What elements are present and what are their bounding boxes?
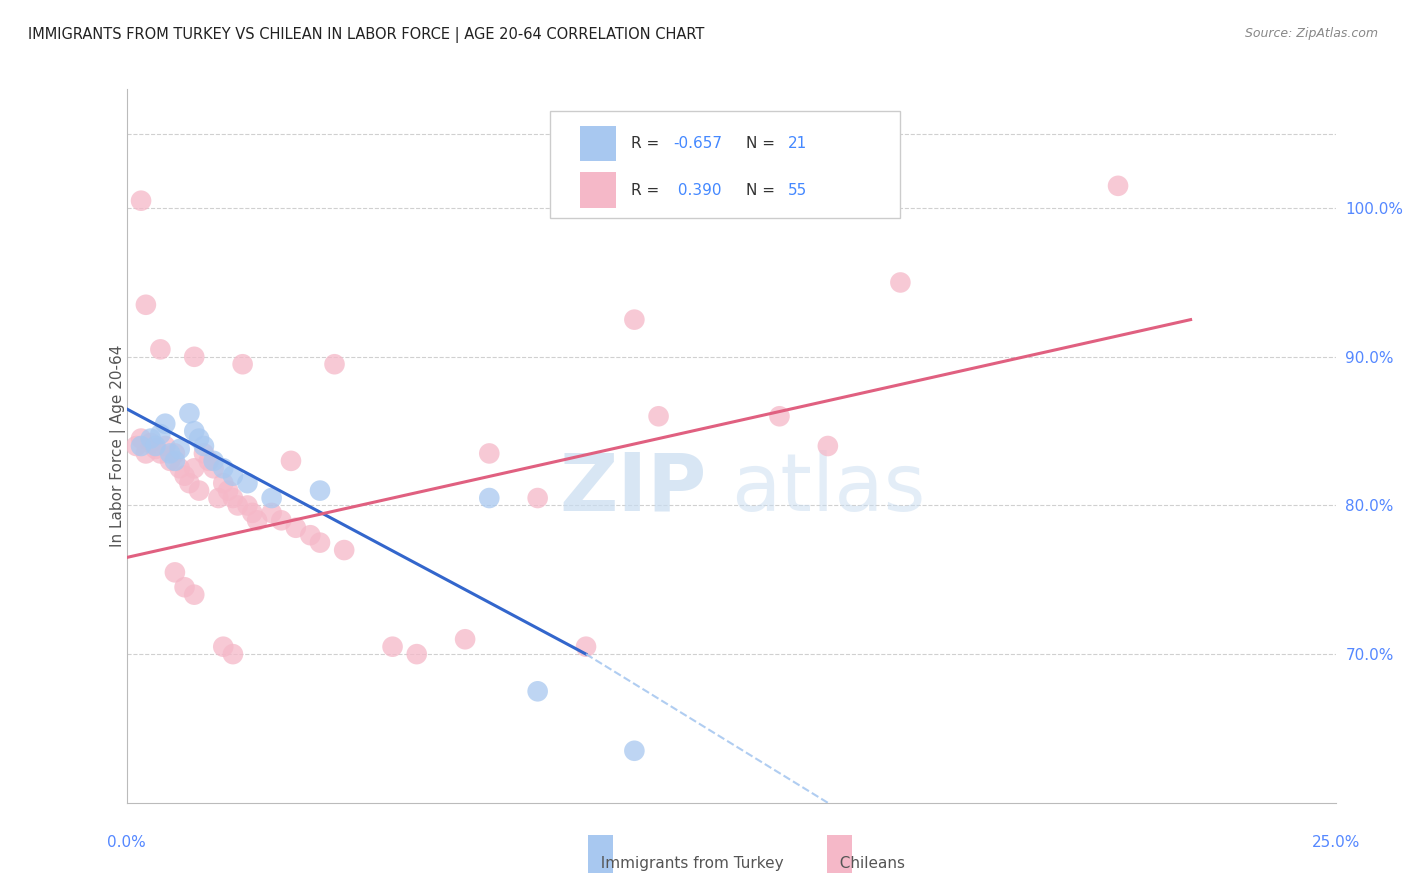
Text: IMMIGRANTS FROM TURKEY VS CHILEAN IN LABOR FORCE | AGE 20-64 CORRELATION CHART: IMMIGRANTS FROM TURKEY VS CHILEAN IN LAB… [28, 27, 704, 43]
Text: 0.0%: 0.0% [107, 836, 146, 850]
Text: 21: 21 [787, 136, 807, 152]
Point [1107, 178, 1129, 193]
Point [145, 439, 167, 453]
Text: -0.657: -0.657 [673, 136, 723, 152]
Point [889, 276, 911, 290]
Point [163, 446, 186, 460]
Point [284, 521, 307, 535]
Text: N =: N = [745, 136, 779, 152]
Point [575, 640, 598, 654]
FancyBboxPatch shape [550, 111, 900, 218]
Y-axis label: In Labor Force | Age 20-64: In Labor Force | Age 20-64 [110, 345, 127, 547]
Point [647, 409, 669, 424]
Point [280, 454, 302, 468]
Point [222, 468, 245, 483]
Point [236, 499, 259, 513]
Point [222, 491, 245, 505]
Text: 0.390: 0.390 [673, 183, 721, 198]
Point [149, 343, 172, 357]
Point [217, 483, 239, 498]
Text: ZIP: ZIP [560, 450, 707, 528]
Point [183, 424, 205, 438]
Point [125, 439, 148, 453]
Point [159, 454, 181, 468]
Point [179, 406, 201, 420]
Bar [581, 126, 616, 161]
Point [135, 298, 157, 312]
Bar [581, 172, 616, 208]
Point [232, 357, 254, 371]
Point [333, 543, 356, 558]
Point [183, 461, 205, 475]
Text: N =: N = [745, 183, 779, 198]
Text: Immigrants from Turkey: Immigrants from Turkey [591, 856, 783, 871]
Point [212, 476, 235, 491]
Text: 25.0%: 25.0% [1312, 836, 1360, 850]
Point [188, 483, 211, 498]
Point [768, 409, 790, 424]
Point [202, 454, 225, 468]
Text: atlas: atlas [731, 450, 925, 528]
Point [202, 461, 225, 475]
Point [149, 446, 172, 460]
Point [212, 461, 235, 475]
Point [526, 491, 548, 505]
Text: R =: R = [631, 136, 664, 152]
Point [226, 499, 249, 513]
Point [155, 439, 177, 453]
Point [623, 312, 645, 326]
Point [323, 357, 346, 371]
Point [240, 506, 263, 520]
Point [179, 476, 201, 491]
Point [149, 427, 172, 442]
Point [129, 439, 152, 453]
Point [270, 513, 292, 527]
Point [173, 468, 195, 483]
Point [129, 194, 152, 208]
Point [163, 566, 186, 580]
Text: R =: R = [631, 183, 664, 198]
Point [193, 446, 215, 460]
Point [260, 506, 283, 520]
Bar [827, 835, 852, 873]
Point [212, 640, 235, 654]
Text: Source: ZipAtlas.com: Source: ZipAtlas.com [1244, 27, 1378, 40]
Point [817, 439, 839, 453]
Point [299, 528, 322, 542]
Point [454, 632, 477, 647]
Text: Chileans: Chileans [830, 856, 904, 871]
Point [173, 580, 195, 594]
Text: 55: 55 [787, 183, 807, 198]
Point [155, 417, 177, 431]
Point [246, 513, 269, 527]
Point [145, 442, 167, 456]
Point [183, 588, 205, 602]
Point [188, 432, 211, 446]
Point [309, 483, 332, 498]
Point [193, 439, 215, 453]
Point [129, 432, 152, 446]
Point [207, 491, 229, 505]
Point [183, 350, 205, 364]
Point [405, 647, 427, 661]
Point [139, 432, 162, 446]
Point [381, 640, 404, 654]
Point [309, 535, 332, 549]
Point [526, 684, 548, 698]
Point [139, 436, 162, 450]
Point [623, 744, 645, 758]
Point [236, 476, 259, 491]
Bar [588, 835, 613, 873]
Point [135, 446, 157, 460]
Point [169, 442, 191, 456]
Point [222, 647, 245, 661]
Point [163, 454, 186, 468]
Point [478, 446, 501, 460]
Point [478, 491, 501, 505]
Point [169, 461, 191, 475]
Point [159, 446, 181, 460]
Point [260, 491, 283, 505]
Point [197, 454, 219, 468]
